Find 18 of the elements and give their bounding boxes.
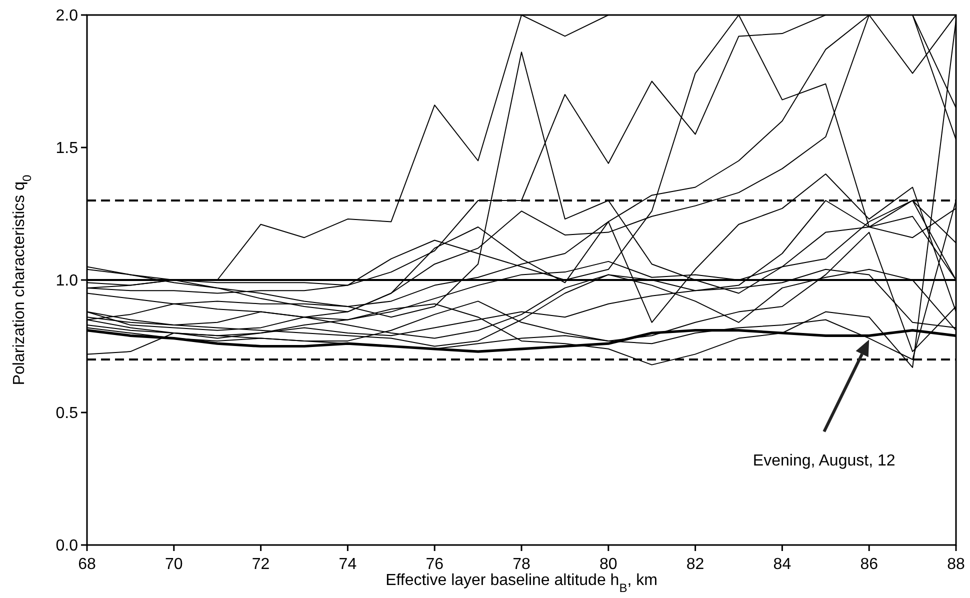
y-tick-label: 0.0 xyxy=(56,538,78,555)
y-tick-label: 2.0 xyxy=(56,8,78,25)
text: Evening, August, 12 xyxy=(752,452,896,470)
x-axis-title: Effective layer baseline altitude h$_{B}$, km xyxy=(386,572,658,595)
x-tick-label: 82 xyxy=(686,556,704,573)
x-tick-label: 78 xyxy=(512,556,530,573)
x-tick-label: 76 xyxy=(426,556,444,573)
y-tick-label: 1.0 xyxy=(56,272,78,290)
x-tick-label: 68 xyxy=(78,556,96,573)
y-tick-label: 1.5 xyxy=(56,140,78,158)
x-tick-label: 72 xyxy=(252,556,270,573)
x-tick-label: 88 xyxy=(947,556,965,573)
x-tick-label: 74 xyxy=(338,556,357,573)
x-tick-label: 70 xyxy=(165,556,183,573)
x-tick-label: 84 xyxy=(773,556,792,573)
x-tick-label: 86 xyxy=(860,556,878,573)
x-tick-label: 80 xyxy=(600,556,618,573)
y-tick-label: 0.5 xyxy=(56,405,78,422)
